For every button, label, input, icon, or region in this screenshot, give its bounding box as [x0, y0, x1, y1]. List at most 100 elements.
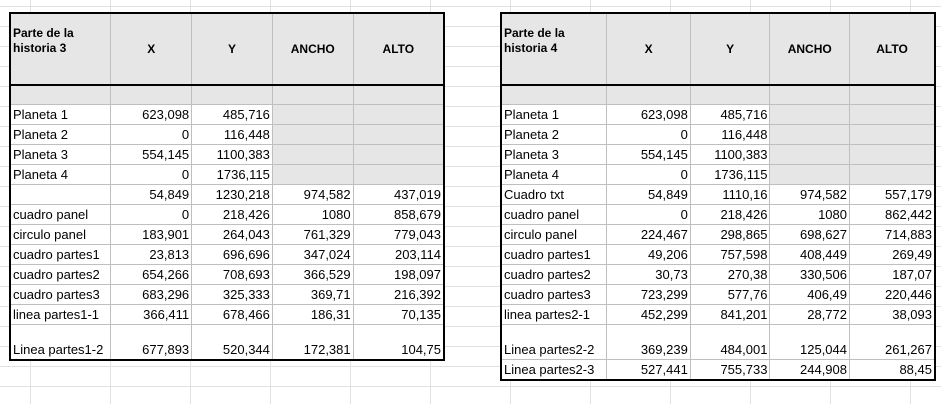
header-x-cell[interactable]: X	[606, 12, 691, 86]
cell-ancho[interactable]: 244,908	[769, 359, 850, 381]
table-title-cell[interactable]: Parte de la historia 3	[9, 12, 112, 86]
cell-ancho[interactable]	[769, 104, 850, 125]
cell-y[interactable]: 520,344	[191, 324, 273, 361]
cell-ancho[interactable]	[271, 144, 354, 165]
cell-label[interactable]: circulo panel	[500, 224, 608, 245]
cell-alto[interactable]	[352, 104, 445, 125]
cell-x[interactable]: 677,893	[110, 324, 193, 361]
cell-label[interactable]: cuadro partes3	[9, 284, 112, 305]
cell-ancho[interactable]: 1080	[769, 204, 850, 225]
cell-x[interactable]: 554,145	[110, 144, 193, 165]
cell-ancho[interactable]: 186,31	[271, 304, 354, 325]
header-alto-cell[interactable]: ALTO	[849, 12, 936, 86]
cell-alto[interactable]: 70,135	[352, 304, 445, 325]
cell-x[interactable]: 23,813	[110, 244, 193, 265]
cell-label[interactable]: Planeta 3	[9, 144, 112, 165]
cell-x[interactable]: 54,849	[110, 184, 193, 205]
cell-y[interactable]: 485,716	[191, 104, 273, 125]
cell-ancho[interactable]: 698,627	[769, 224, 850, 245]
cell-ancho[interactable]: 1080	[271, 204, 354, 225]
cell-label[interactable]: Planeta 2	[500, 124, 608, 145]
cell-y[interactable]: 1100,383	[191, 144, 273, 165]
cell-alto[interactable]: 858,679	[352, 204, 445, 225]
cell-y[interactable]: 1230,218	[191, 184, 273, 205]
header-ancho-cell[interactable]: ANCHO	[271, 12, 354, 86]
cell-y[interactable]: 708,693	[191, 264, 273, 285]
cell-x[interactable]: 183,901	[110, 224, 193, 245]
cell-alto[interactable]	[352, 144, 445, 165]
cell-alto[interactable]: 557,179	[849, 184, 936, 205]
cell-alto[interactable]: 862,442	[849, 204, 936, 225]
cell-y[interactable]: 218,426	[191, 204, 273, 225]
cell-y[interactable]: 696,696	[191, 244, 273, 265]
cell-alto[interactable]	[352, 124, 445, 145]
cell-ancho[interactable]: 406,49	[769, 284, 850, 305]
cell-y[interactable]: 1110,16	[689, 184, 771, 205]
cell-x[interactable]: 623,098	[606, 104, 691, 125]
cell-ancho[interactable]	[769, 124, 850, 145]
cell-x[interactable]: 452,299	[606, 304, 691, 325]
cell-x[interactable]: 683,296	[110, 284, 193, 305]
cell-ancho[interactable]: 28,772	[769, 304, 850, 325]
cell-x[interactable]: 0	[110, 164, 193, 185]
cell-alto[interactable]	[849, 144, 936, 165]
cell-y[interactable]: 116,448	[689, 124, 771, 145]
cell-x[interactable]: 527,441	[606, 359, 691, 381]
cell-x[interactable]: 369,239	[606, 324, 691, 360]
cell-label[interactable]: Linea partes2-2	[500, 324, 608, 360]
cell-y[interactable]: 678,466	[191, 304, 273, 325]
cell-label[interactable]: Cuadro txt	[500, 184, 608, 205]
cell-label[interactable]: cuadro partes2	[500, 264, 608, 285]
cell-label[interactable]: linea partes2-1	[500, 304, 608, 325]
cell-alto[interactable]: 38,093	[849, 304, 936, 325]
cell-x[interactable]: 0	[110, 124, 193, 145]
cell-ancho[interactable]	[769, 144, 850, 165]
cell-alto[interactable]: 437,019	[352, 184, 445, 205]
cell-y[interactable]: 1100,383	[689, 144, 771, 165]
cell-x[interactable]: 49,206	[606, 244, 691, 265]
cell-label[interactable]: Planeta 4	[500, 164, 608, 185]
cell-alto[interactable]	[352, 164, 445, 185]
cell-y[interactable]: 1736,115	[689, 164, 771, 185]
cell-x[interactable]: 723,299	[606, 284, 691, 305]
cell-ancho[interactable]: 369,71	[271, 284, 354, 305]
cell-label[interactable]: cuadro panel	[500, 204, 608, 225]
cell-x[interactable]: 224,467	[606, 224, 691, 245]
cell-x[interactable]: 623,098	[110, 104, 193, 125]
cell-ancho[interactable]	[271, 124, 354, 145]
cell-label[interactable]: Linea partes1-2	[9, 324, 112, 361]
cell-alto[interactable]: 714,883	[849, 224, 936, 245]
header-alto-cell[interactable]: ALTO	[352, 12, 445, 86]
cell-alto[interactable]: 779,043	[352, 224, 445, 245]
cell-label[interactable]: Planeta 1	[9, 104, 112, 125]
cell-alto[interactable]: 261,267	[849, 324, 936, 360]
cell-y[interactable]: 325,333	[191, 284, 273, 305]
cell-ancho[interactable]: 366,529	[271, 264, 354, 285]
cell-ancho[interactable]: 330,506	[769, 264, 850, 285]
cell-alto[interactable]: 198,097	[352, 264, 445, 285]
cell-alto[interactable]: 104,75	[352, 324, 445, 361]
cell-y[interactable]: 757,598	[689, 244, 771, 265]
cell-x[interactable]: 366,411	[110, 304, 193, 325]
cell-label[interactable]: Planeta 3	[500, 144, 608, 165]
cell-ancho[interactable]: 347,024	[271, 244, 354, 265]
cell-ancho[interactable]: 761,329	[271, 224, 354, 245]
cell-ancho[interactable]: 974,582	[271, 184, 354, 205]
cell-x[interactable]: 654,266	[110, 264, 193, 285]
cell-ancho[interactable]: 172,381	[271, 324, 354, 361]
cell-ancho[interactable]	[271, 104, 354, 125]
cell-x[interactable]: 554,145	[606, 144, 691, 165]
cell-ancho[interactable]	[769, 164, 850, 185]
cell-y[interactable]: 264,043	[191, 224, 273, 245]
cell-ancho[interactable]: 974,582	[769, 184, 850, 205]
cell-y[interactable]: 841,201	[689, 304, 771, 325]
cell-x[interactable]: 0	[606, 124, 691, 145]
cell-alto[interactable]	[849, 124, 936, 145]
header-x-cell[interactable]: X	[110, 12, 193, 86]
cell-label[interactable]: Planeta 2	[9, 124, 112, 145]
cell-label[interactable]: Linea partes2-3	[500, 359, 608, 381]
cell-y[interactable]: 484,001	[689, 324, 771, 360]
cell-label[interactable]: cuadro partes1	[9, 244, 112, 265]
cell-ancho[interactable]	[271, 164, 354, 185]
cell-alto[interactable]: 187,07	[849, 264, 936, 285]
